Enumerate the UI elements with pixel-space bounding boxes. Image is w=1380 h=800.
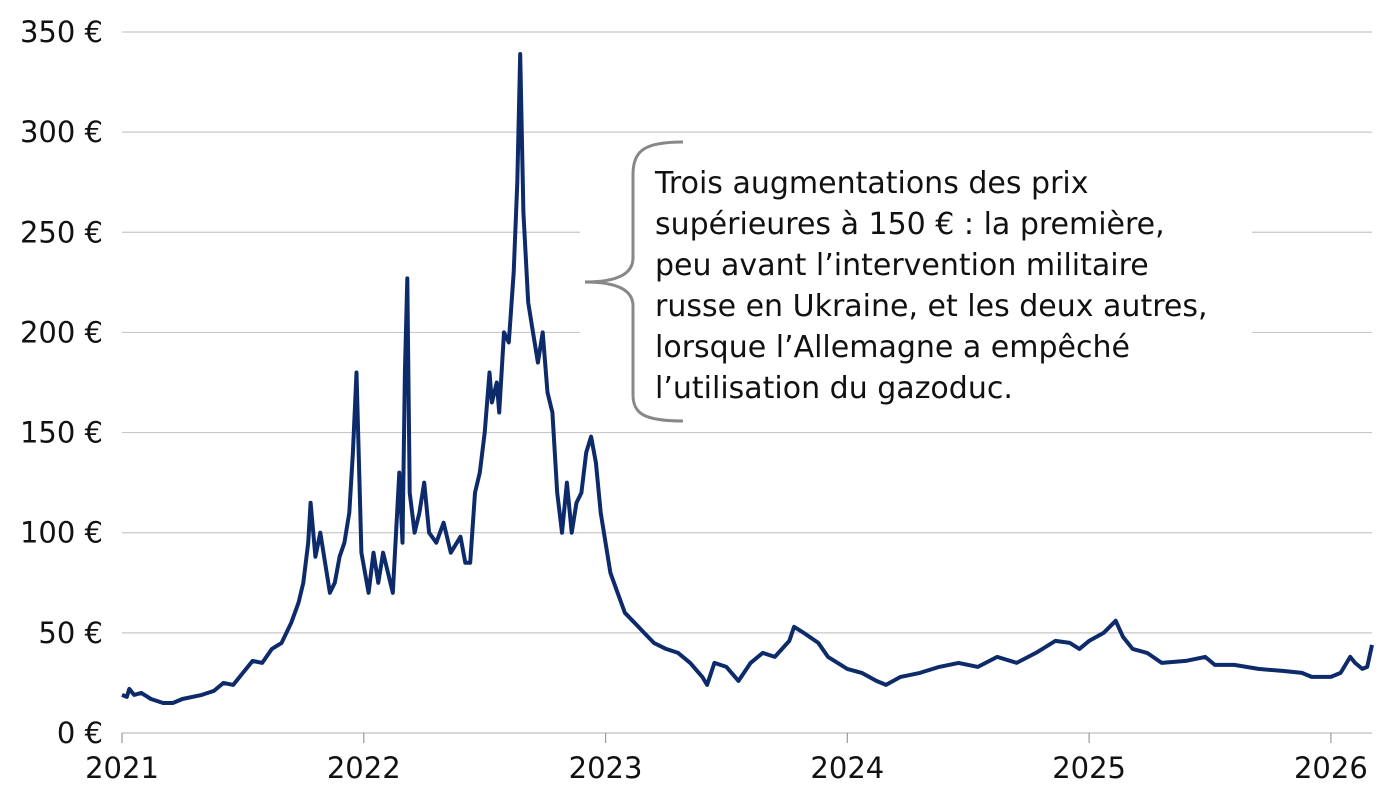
annotation-line: supérieures à 150 € : la première, (655, 207, 1165, 242)
y-tick-label: 200 € (20, 315, 103, 349)
y-tick-label: 0 € (57, 716, 103, 750)
brace (584, 140, 684, 423)
x-tick-label: 2021 (85, 751, 159, 785)
annotation-box (580, 135, 1252, 427)
y-tick-label: 100 € (20, 516, 103, 550)
x-tick-label: 2022 (327, 751, 401, 785)
annotation: Trois augmentations des prix supérieures … (654, 166, 1208, 406)
annotation-line: lorsque l’Allemagne a empêché (655, 330, 1130, 365)
y-tick-label: 150 € (20, 416, 103, 450)
x-tick-label: 2025 (1052, 751, 1126, 785)
x-tick-label: 2023 (569, 751, 643, 785)
x-tick-label: 2024 (810, 751, 884, 785)
y-tick-label: 50 € (38, 616, 103, 650)
plot: 0 € 50 € 100 € 150 € 200 € 250 € 300 € 350 € 202… (20, 15, 1374, 785)
y-tick-label: 250 € (20, 215, 103, 249)
y-tick-label: 350 € (20, 15, 103, 49)
annotation-line: l’utilisation du gazoduc. (655, 371, 1013, 406)
x-tick-label: 2026 (1294, 751, 1368, 785)
price-line (121, 52, 1374, 705)
y-tick-label: 300 € (20, 115, 103, 149)
annotation-line: peu avant l’intervention militaire (655, 248, 1149, 283)
annotation-line: russe en Ukraine, et les deux autres, (655, 289, 1208, 324)
annotation-line: Trois augmentations des prix (654, 166, 1089, 201)
